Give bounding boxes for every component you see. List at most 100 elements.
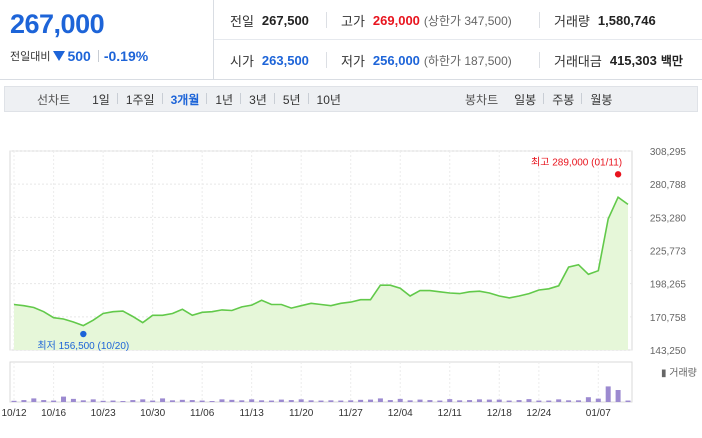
period-1y[interactable]: 1년: [206, 91, 241, 108]
volume-bar: [61, 396, 67, 402]
low-marker: [80, 330, 87, 338]
high-label: 고가: [341, 13, 365, 29]
x-tick-label: 12/04: [388, 408, 413, 419]
prev-close-label: 전일: [230, 13, 254, 29]
trade-value: 거래대금 415,303 백만: [554, 40, 683, 80]
low-label: 저가: [341, 53, 365, 69]
volume-bar: [229, 399, 235, 402]
y-axis-ticks: 308,295 280,788 253,280 225,773 198,265 170,7…: [650, 147, 687, 357]
trade-value-unit: 백만: [660, 53, 683, 68]
volume-bar: [308, 400, 314, 402]
volume-bar: [437, 400, 443, 402]
high-marker: [614, 171, 622, 178]
volume-bar: [169, 400, 175, 402]
prev-close-value: 267,500: [261, 12, 309, 28]
period-5y[interactable]: 5년: [273, 91, 309, 108]
volume-bar: [268, 400, 274, 402]
price-area-fill: [14, 197, 628, 350]
volume-bar: [546, 400, 552, 402]
volume-value: 1,580,746: [597, 12, 656, 28]
period-3m[interactable]: 3개월: [161, 91, 208, 108]
volume-bar: [41, 400, 47, 402]
volume-bar: [189, 400, 195, 402]
volume-bar: [566, 400, 572, 402]
period-1d[interactable]: 1일: [92, 92, 110, 107]
y-tick-label: 280,788: [650, 180, 687, 191]
period-10y[interactable]: 10년: [307, 91, 349, 108]
volume-bar: [368, 399, 374, 402]
x-tick-label: 10/16: [41, 408, 66, 419]
x-axis-ticks: 10/12 10/16 10/23 10/30 11/06 11/13 11/20 11/27…: [1, 408, 611, 419]
volume-bar: [80, 400, 86, 402]
volume-bar: [21, 400, 27, 402]
current-price: 267,000: [10, 9, 105, 39]
volume-bar: [249, 399, 255, 402]
chart-annotations: 최고 289,000 (01/11) 최저 156,500 (10/20): [37, 156, 622, 352]
divider: [539, 12, 540, 28]
y-tick-label: 170,758: [650, 313, 687, 324]
period-3y[interactable]: 3년: [240, 91, 275, 108]
volume-bar: [595, 398, 601, 402]
volume-bar: [288, 400, 294, 402]
quote-row: 전일 267,500 고가 269,000 (상한가 347,500) 거래량 …: [214, 0, 702, 40]
volume-bar: [496, 399, 502, 402]
divider: [326, 12, 327, 28]
divider: [97, 50, 99, 62]
y-tick-label: 225,773: [650, 247, 687, 258]
x-tick-label: 01/07: [586, 408, 611, 419]
volume-bar: [427, 400, 433, 402]
y-tick-label: 308,295: [650, 147, 687, 158]
price-area: [13, 195, 629, 350]
change-value: 500: [67, 48, 91, 64]
volume-bar: [140, 399, 146, 402]
volume-label: 거래량: [554, 13, 590, 29]
quote-row: 시가 263,500 저가 256,000 (하한가 187,500) 거래대금…: [214, 40, 702, 80]
volume-bar: [417, 399, 423, 402]
candle-monthly[interactable]: 월봉: [581, 91, 620, 108]
lower-limit: (하한가 187,500): [423, 53, 512, 68]
period-1w[interactable]: 1주일: [116, 91, 163, 108]
volume-bar: [397, 398, 403, 402]
x-tick-label: 11/06: [190, 408, 215, 419]
volume-bar: [348, 400, 354, 402]
volume-bars: ▮ 거래량: [11, 367, 697, 402]
trade-value-label: 거래대금: [554, 53, 602, 69]
volume-bar: [585, 397, 591, 402]
volume-bar: [536, 400, 542, 402]
candle-daily[interactable]: 일봉: [514, 92, 537, 107]
upper-limit: (상한가 347,500): [423, 13, 512, 28]
change-label: 전일대비: [10, 51, 51, 63]
divider: [539, 52, 540, 68]
volume-bar: [467, 400, 473, 402]
volume-bar: [358, 399, 364, 402]
volume-bar: [625, 400, 631, 402]
price-chart[interactable]: 308,295 280,788 253,280 225,773 198,265 170,7…: [0, 140, 702, 438]
volume-bar: [120, 401, 126, 402]
y-tick-label: 143,250: [650, 346, 687, 357]
volume-bar: [377, 398, 383, 402]
x-tick-label: 11/20: [289, 408, 314, 419]
x-tick-label: 10/12: [1, 408, 26, 419]
volume-bar: [338, 400, 344, 402]
quote-panel: 267,000 전일대비 500 -0.19% 전일 267,500 고가 26…: [0, 0, 702, 80]
volume-bar: [298, 399, 304, 402]
trade-value-amount: 415,303: [609, 52, 657, 68]
quote-details: 전일 267,500 고가 269,000 (상한가 347,500) 거래량 …: [214, 0, 702, 80]
open-value: 263,500: [261, 52, 309, 68]
x-tick-label: 12/11: [438, 408, 463, 419]
volume-bar: [506, 400, 512, 402]
high-price: 고가 269,000 (상한가 347,500): [341, 0, 512, 40]
volume-bar: [259, 400, 265, 402]
open-label: 시가: [230, 53, 254, 69]
volume-bar: [130, 400, 136, 402]
x-tick-label: 10/23: [91, 408, 116, 419]
candle-chart-group: 봉차트 일봉 주봉 월봉: [465, 91, 620, 108]
volume-bar: [160, 398, 166, 402]
x-tick-label: 12/18: [487, 408, 512, 419]
down-triangle-icon: [53, 51, 66, 61]
candle-weekly[interactable]: 주봉: [543, 91, 582, 108]
volume-bar: [90, 399, 96, 402]
volume-bar: [605, 386, 611, 402]
volume-bar: [556, 399, 562, 402]
volume-bar: [239, 400, 245, 402]
